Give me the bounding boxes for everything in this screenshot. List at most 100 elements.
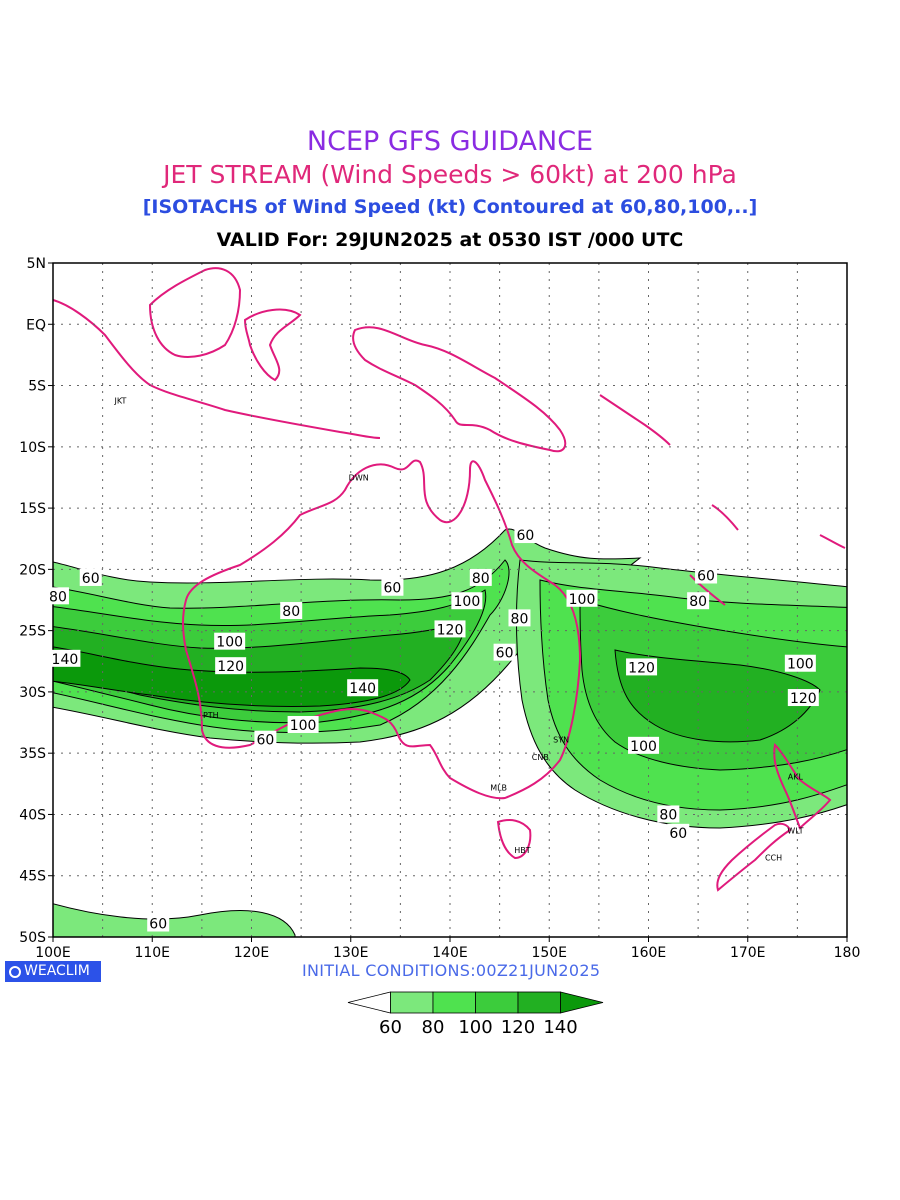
south-island-nz [716, 822, 792, 892]
contour-label-bg [667, 823, 690, 841]
contour-label: 100 [630, 739, 657, 755]
lon-label: 140E [432, 945, 468, 961]
lat-label: 40S [19, 807, 46, 823]
lon-label: 180 [834, 945, 861, 961]
contour-label: 100 [569, 592, 596, 608]
lon-label: 150E [531, 945, 567, 961]
contour-label: 60 [697, 568, 715, 584]
subtitle-isotachs: [ISOTACHS of Wind Speed (kt) Contoured a… [142, 196, 758, 218]
tasmania-coast [496, 819, 532, 860]
contour-label: 60 [517, 528, 535, 544]
lat-label: 15S [19, 501, 46, 517]
city-label: CCH [765, 853, 782, 862]
colorbar-segment [475, 991, 519, 1014]
lat-label: 25S [19, 624, 46, 640]
longitude-labels: 100E 110E 120E 130E 140E 150E 160E 170E 180 [35, 937, 860, 961]
contour-label-bg [566, 589, 598, 607]
contour-label: 100 [216, 635, 243, 651]
contour-label: 80 [49, 589, 67, 605]
contour-label-bg [280, 602, 303, 620]
contour-label-bg [784, 654, 816, 672]
contour-label: 60 [384, 581, 402, 597]
lat-label: 10S [19, 440, 46, 456]
city-labels: JKT DWN PTH SYN CNB MLB HBT AKL WLT CCH [114, 396, 804, 862]
contour-label: 100 [454, 594, 481, 610]
lon-label: 120E [234, 945, 270, 961]
initial-conditions: INITIAL CONDITIONS:00Z21JUN2025 [302, 961, 601, 980]
contour-label-bg [147, 914, 170, 932]
colorbar-label: 60 [379, 1017, 402, 1038]
contour-label-bg [493, 643, 516, 661]
vanuatu-new-caledonia [689, 504, 739, 606]
lat-label: 5S [28, 379, 46, 395]
lon-label: 100E [35, 945, 71, 961]
contour-label: 140 [52, 652, 79, 668]
colorbar-segment [517, 991, 561, 1014]
city-label: JKT [114, 396, 127, 405]
city-label: SYN [553, 736, 569, 745]
solomon-islands [599, 394, 671, 446]
lat-label: 35S [19, 746, 46, 762]
contour-label-bg [514, 526, 537, 544]
city-label: MLB [490, 783, 507, 792]
contour-label-bg [469, 568, 492, 586]
contour-label: 80 [511, 611, 529, 627]
colorbar-segment [390, 991, 434, 1014]
colorbar-label: 140 [543, 1017, 577, 1038]
contour-label-bg [49, 649, 81, 667]
lat-label: 20S [19, 562, 46, 578]
contour-label-bg [79, 568, 102, 586]
new-guinea-coast [352, 326, 567, 453]
contour-label: 60 [669, 826, 687, 842]
logo-ring-icon [9, 966, 21, 978]
colorbar-segment [432, 991, 476, 1014]
contour-label: 120 [790, 691, 817, 707]
contour-label-bg [787, 689, 819, 707]
weaclim-logo: WEACLIM [5, 961, 101, 982]
north-island-nz [773, 742, 832, 830]
contour-label-bg [434, 620, 466, 638]
city-label: CNB [532, 753, 549, 762]
logo-text: WEACLIM [24, 963, 90, 979]
colorbar-above-140 [560, 991, 604, 1014]
contour-label-bg [628, 736, 660, 754]
contour-label-bg [687, 592, 710, 610]
contour-label-bg [381, 578, 404, 596]
latitude-labels: 5N EQ 5S 10S 15S 20S 25S 30S 35S 40S 45S 50S [19, 256, 53, 946]
contour-label-bg [287, 715, 319, 733]
colorbar-label: 80 [422, 1017, 445, 1038]
sulawesi-coast [243, 308, 302, 382]
lon-label: 160E [631, 945, 667, 961]
lat-label: 50S [19, 930, 46, 946]
fiji-islands [819, 534, 846, 549]
lat-label: EQ [26, 317, 46, 333]
lat-label: 45S [19, 869, 46, 885]
contour-label: 100 [787, 657, 814, 673]
colorbar: 60 80 100 120 140 [347, 991, 604, 1038]
contour-label-bg [215, 657, 247, 675]
subtitle-jet-stream: JET STREAM (Wind Speeds > 60kt) at 200 h… [163, 160, 737, 189]
contour-label: 80 [282, 604, 300, 620]
city-label: AKL [788, 772, 804, 781]
contour-label-bg [508, 609, 531, 627]
contour-label-bg [695, 566, 718, 584]
valid-time: VALID For: 29JUN2025 at 0530 IST /000 UT… [216, 229, 684, 251]
isotach-120-east [614, 649, 821, 743]
contour-label-bg [451, 592, 483, 610]
contour-label-bg [254, 730, 277, 748]
contour-label: 80 [472, 571, 490, 587]
contour-label: 140 [349, 681, 376, 697]
indonesia-coast [53, 299, 381, 439]
contour-label-bg [657, 805, 680, 823]
contour-label-bg [347, 679, 379, 697]
contour-label: 120 [437, 622, 464, 638]
contour-label: 60 [256, 733, 274, 749]
lat-label: 30S [19, 685, 46, 701]
contour-label: 80 [689, 594, 707, 610]
map-area [53, 267, 847, 937]
contour-label-bg [626, 658, 658, 676]
contour-label: 60 [149, 917, 167, 933]
isotach-60-southwest [53, 903, 296, 937]
contour-label-bg [46, 587, 69, 605]
